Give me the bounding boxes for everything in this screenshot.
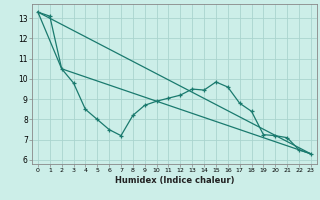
X-axis label: Humidex (Indice chaleur): Humidex (Indice chaleur)	[115, 176, 234, 185]
